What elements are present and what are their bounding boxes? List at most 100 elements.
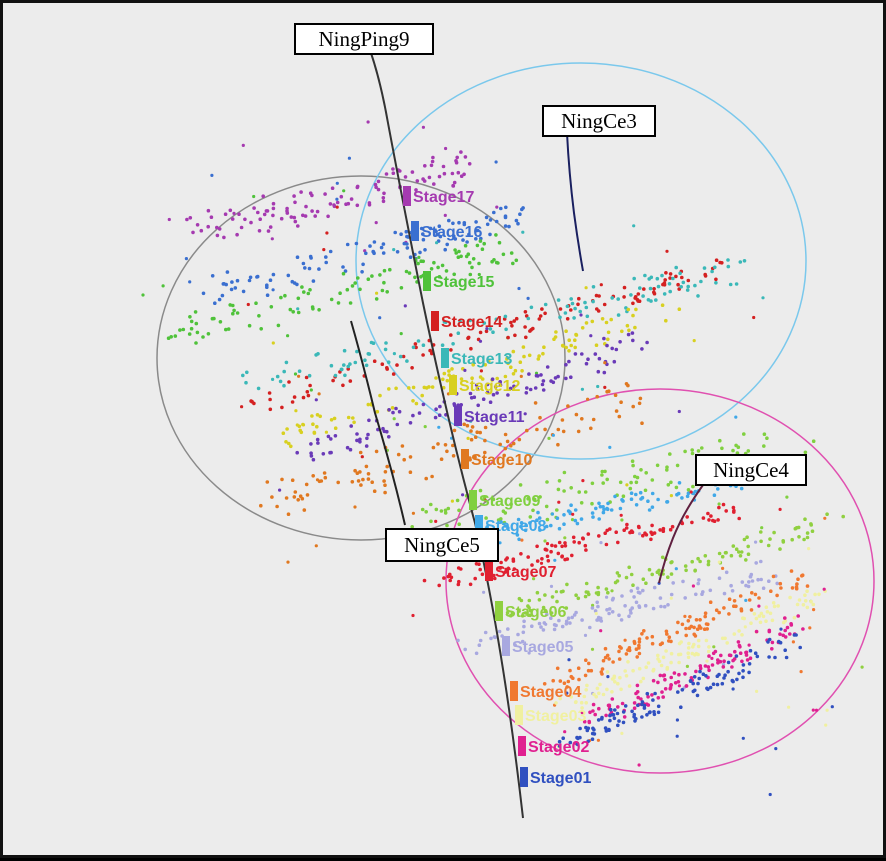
event-point [646,695,650,699]
event-point [527,598,532,603]
event-point [325,231,329,235]
event-point [534,373,539,378]
event-point [405,242,409,246]
stage-label: Stage03 [525,708,586,725]
event-point [703,274,708,278]
event-point [366,277,371,282]
event-point [778,547,782,551]
event-point [535,590,540,595]
event-point [442,576,446,580]
event-point [311,279,316,283]
event-point [672,671,677,675]
event-point [696,294,700,298]
event-point [722,676,726,680]
event-point [258,217,262,221]
event-point [624,575,629,580]
event-point [742,259,747,263]
event-point [772,530,776,535]
event-point [600,672,604,676]
event-point [445,378,450,383]
event-point [706,622,710,627]
event-point [492,635,497,639]
event-point [605,507,610,512]
event-point [570,615,574,620]
event-point [437,224,442,228]
event-point [626,383,630,388]
stage-markers: Stage17Stage16Stage15Stage14Stage13Stage… [403,186,591,787]
event-point [507,224,511,229]
event-point [665,468,669,472]
event-point [563,311,568,315]
event-point [569,486,573,490]
event-point [494,233,498,237]
event-point [647,508,652,512]
event-point [398,354,403,359]
event-point [280,477,284,482]
event-point [799,670,803,674]
event-point [440,343,445,348]
event-point [677,481,682,485]
event-point [550,543,554,548]
event-point [617,573,621,578]
event-point [606,337,610,342]
event-point [710,269,714,274]
event-point [270,495,274,499]
event-point [629,572,634,577]
event-point [634,600,639,605]
event-point [386,360,391,365]
event-point [616,705,620,709]
event-point [457,508,461,513]
event-point [188,216,193,220]
event-point [463,368,467,372]
event-point [714,258,719,262]
event-point [711,651,716,656]
event-point [812,608,816,612]
event-point [620,731,624,736]
event-point [491,497,496,502]
event-point [257,314,261,318]
event-point [574,593,578,597]
event-point [463,647,468,652]
event-point [608,445,612,449]
event-point [684,684,689,688]
event-point [650,634,655,639]
event-point [476,403,481,408]
event-point [442,319,447,324]
event-point [607,607,612,611]
event-point [523,412,527,416]
event-point [306,291,311,296]
event-point [284,360,289,365]
event-point [478,488,483,493]
event-point [292,194,296,198]
event-point [296,307,300,311]
event-point [634,503,639,507]
event-point [443,213,447,217]
event-point [309,451,313,456]
event-point [612,716,617,721]
event-point [503,374,508,379]
event-point [595,307,599,311]
event-point [366,472,371,476]
event-point [637,643,641,648]
event-point [805,531,810,535]
event-point [437,425,441,429]
event-point [549,523,553,528]
event-point [631,668,635,673]
event-point [661,673,666,678]
event-point [618,480,623,485]
event-point [427,175,432,180]
event-point [643,603,648,608]
event-point [596,369,601,374]
event-point [563,541,567,545]
event-point [397,409,402,414]
event-point [483,630,488,635]
event-point [571,535,576,540]
event-point [302,508,307,512]
event-point [218,320,223,324]
event-point [778,507,782,511]
event-point [494,260,499,265]
event-point [798,645,802,650]
event-point [469,346,473,351]
event-point [290,400,295,404]
event-point [595,394,599,399]
